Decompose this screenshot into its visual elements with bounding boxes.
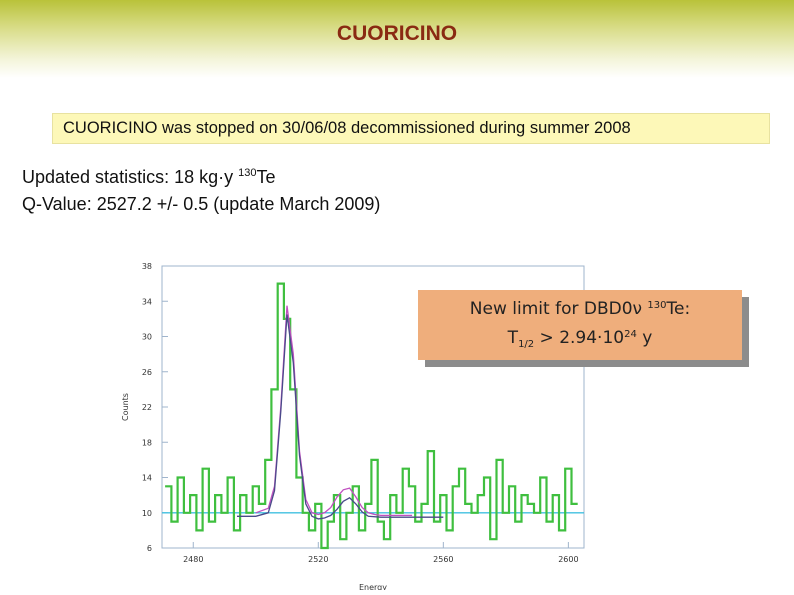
limit-t-sub: 1/2 <box>518 339 535 350</box>
q-value-line: Q-Value: 2527.2 +/- 0.5 (update March 20… <box>22 194 381 214</box>
limit-exponent: 24 <box>624 329 637 340</box>
limit-unit: y <box>636 328 653 348</box>
isotope-element: Te <box>256 167 276 187</box>
y-tick-label: 38 <box>142 262 152 271</box>
limit-isotope-mass: 130 <box>647 300 667 311</box>
title-band <box>0 0 794 78</box>
half-life-limit-box: New limit for DBD0ν 130Te: T1/2 > 2.94·1… <box>418 290 742 360</box>
x-tick-label: 2520 <box>308 555 328 564</box>
statistics-block: Updated statistics: 18 kg·y 130Te Q-Valu… <box>22 165 380 216</box>
y-axis-label: Counts <box>121 393 130 421</box>
y-tick-label: 10 <box>142 509 152 518</box>
histogram-series <box>165 282 578 550</box>
limit-value: > 2.94·10 <box>534 328 625 348</box>
y-tick-label: 26 <box>142 368 152 377</box>
x-tick-label: 2480 <box>183 555 203 564</box>
limit-t: T <box>507 328 519 348</box>
x-axis-label: Energy <box>359 583 387 590</box>
y-tick-label: 34 <box>142 297 152 306</box>
slide-title: CUORICINO <box>336 22 458 45</box>
y-tick-label: 30 <box>142 333 152 342</box>
statistics-prefix: Updated statistics: 18 kg·y <box>22 167 239 187</box>
x-tick-label: 2560 <box>433 555 453 564</box>
limit-line-1: New limit for DBD0ν 130Te: <box>418 296 742 325</box>
x-tick-label: 2600 <box>558 555 578 564</box>
y-tick-label: 18 <box>142 438 152 447</box>
decommission-notice: CUORICINO was stopped on 30/06/08 decomm… <box>52 113 770 144</box>
y-tick-label: 6 <box>147 544 152 553</box>
y-tick-label: 14 <box>142 474 152 483</box>
limit-isotope: Te: <box>666 299 691 319</box>
y-tick-label: 22 <box>142 403 152 412</box>
statistics-line: Updated statistics: 18 kg·y 130Te <box>22 165 380 192</box>
fit-curve-series <box>237 314 444 520</box>
isotope-mass: 130 <box>238 167 257 179</box>
limit-prefix: New limit for DBD0ν <box>469 299 648 319</box>
limit-line-2: T1/2 > 2.94·1024 y <box>418 325 742 354</box>
